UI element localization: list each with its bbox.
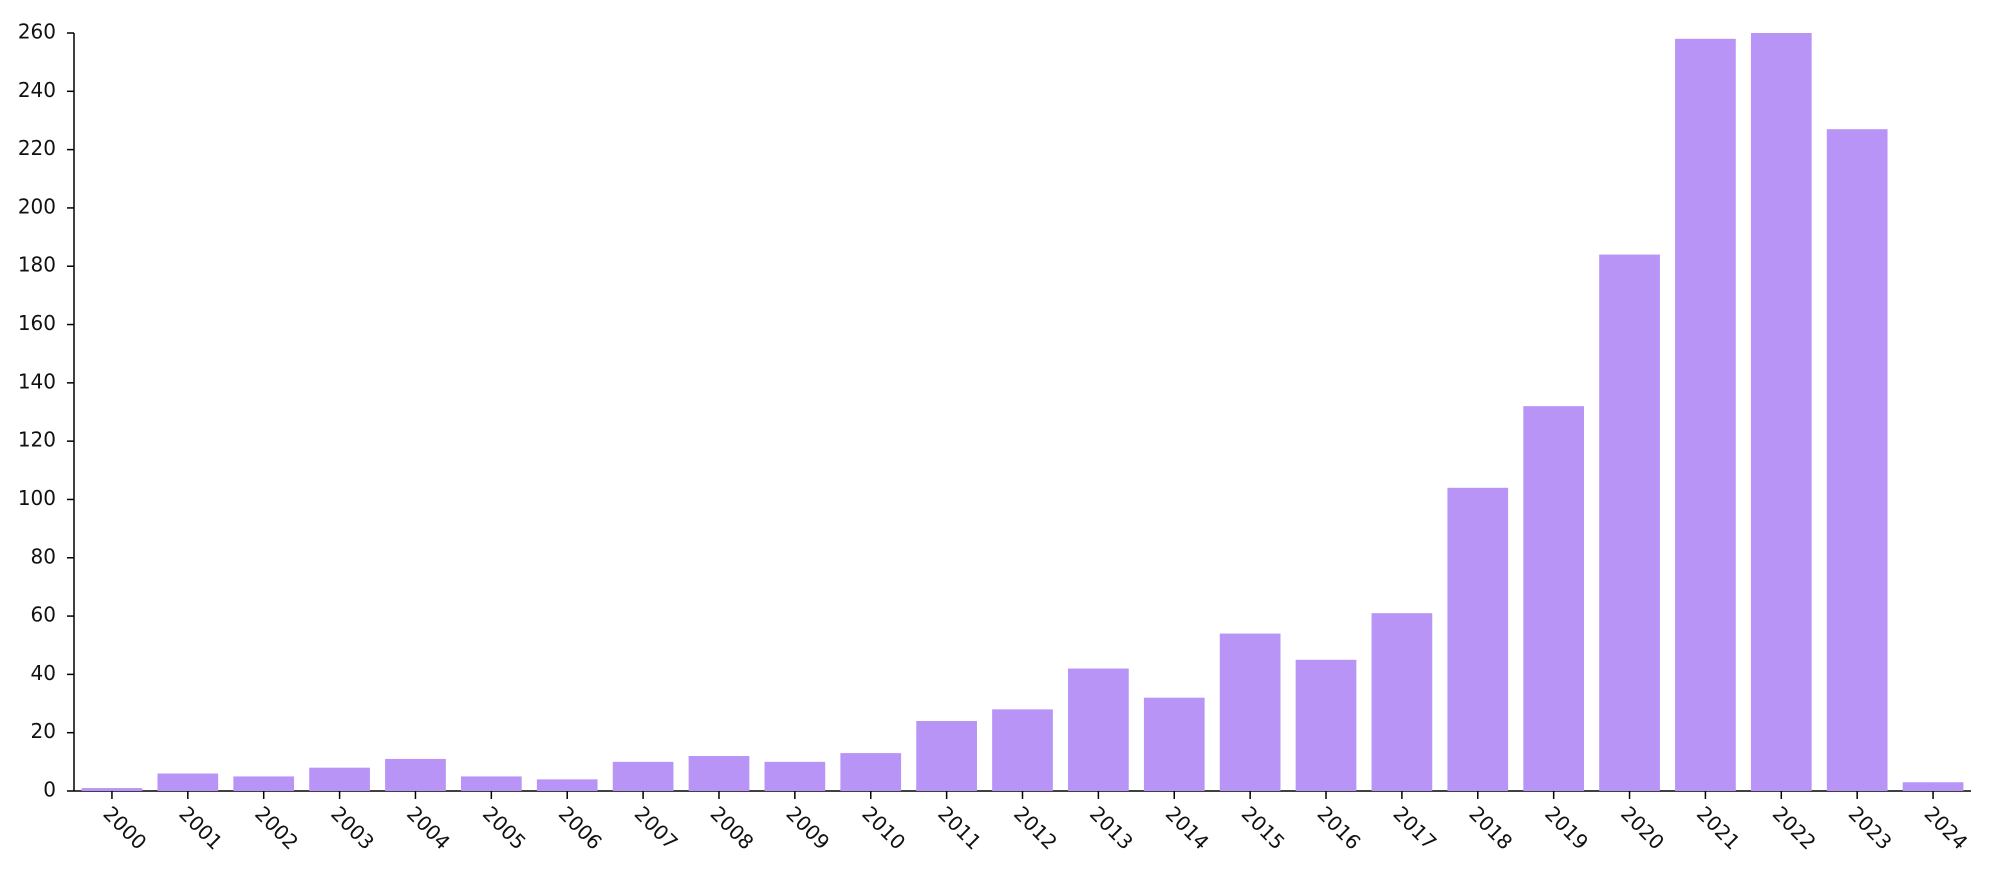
bar — [309, 767, 370, 791]
bar — [1523, 406, 1585, 791]
y-tick-label: 240 — [18, 78, 56, 102]
y-tick-label: 100 — [18, 486, 56, 510]
x-tick-label: 2007 — [630, 801, 683, 854]
x-tick-label: 2011 — [933, 801, 986, 854]
x-tick-label: 2002 — [250, 801, 303, 854]
bar — [536, 779, 598, 791]
x-tick-label: 2010 — [857, 801, 910, 854]
bar — [992, 709, 1053, 791]
x-tick-label: 2015 — [1237, 801, 1290, 854]
bar — [1143, 697, 1205, 791]
y-tick-label: 260 — [18, 20, 56, 44]
bar — [385, 758, 446, 791]
x-tick-label: 2001 — [174, 801, 227, 854]
y-tick-label: 20 — [31, 719, 56, 743]
bar — [157, 773, 219, 791]
x-tick-label: 2006 — [554, 801, 607, 854]
x-tick-label: 2022 — [1768, 801, 1821, 854]
y-tick-label: 40 — [31, 661, 56, 685]
bar — [688, 756, 750, 791]
x-tick-label: 2000 — [99, 801, 152, 854]
bar — [1219, 633, 1281, 791]
y-tick-label: 80 — [31, 544, 56, 568]
y-tick-label: 180 — [18, 253, 56, 277]
x-tick-label: 2018 — [1464, 801, 1517, 854]
x-tick-label: 2003 — [326, 801, 379, 854]
bar — [233, 776, 295, 791]
y-tick-label: 200 — [18, 194, 56, 218]
x-tick-label: 2005 — [478, 801, 531, 854]
y-tick-label: 140 — [18, 369, 56, 393]
x-tick-label: 2004 — [402, 801, 455, 854]
x-tick-label: 2013 — [1085, 801, 1138, 854]
x-tick-label: 2012 — [1009, 801, 1062, 854]
x-tick-label: 2009 — [781, 801, 834, 854]
x-tick-label: 2016 — [1313, 801, 1366, 854]
x-tick-label: 2021 — [1692, 801, 1745, 854]
bar — [764, 761, 826, 791]
y-tick-label: 0 — [43, 778, 56, 802]
x-tick-label: 2024 — [1920, 801, 1973, 854]
bar — [1599, 254, 1660, 792]
bar — [1902, 782, 1964, 791]
bar — [916, 721, 977, 791]
y-tick-label: 120 — [18, 428, 56, 452]
x-tick-label: 2020 — [1616, 801, 1669, 854]
bar — [1371, 613, 1433, 791]
x-tick-label: 2014 — [1161, 801, 1214, 854]
x-tick-label: 2017 — [1388, 801, 1441, 854]
bar — [1295, 659, 1357, 791]
bar — [1068, 668, 1129, 791]
y-tick-label: 220 — [18, 136, 56, 160]
y-tick-label: 160 — [18, 311, 56, 335]
bar — [460, 776, 522, 791]
x-tick-label: 2023 — [1844, 801, 1897, 854]
bar — [612, 761, 674, 791]
bar — [1675, 38, 1736, 792]
y-tick-label: 60 — [31, 603, 56, 627]
bar — [840, 753, 902, 791]
x-tick-label: 2019 — [1540, 801, 1593, 854]
bar — [1750, 33, 1812, 791]
bar — [1826, 129, 1888, 791]
x-tick-label: 2008 — [706, 801, 759, 854]
bar — [81, 788, 143, 791]
bar — [1447, 487, 1509, 791]
